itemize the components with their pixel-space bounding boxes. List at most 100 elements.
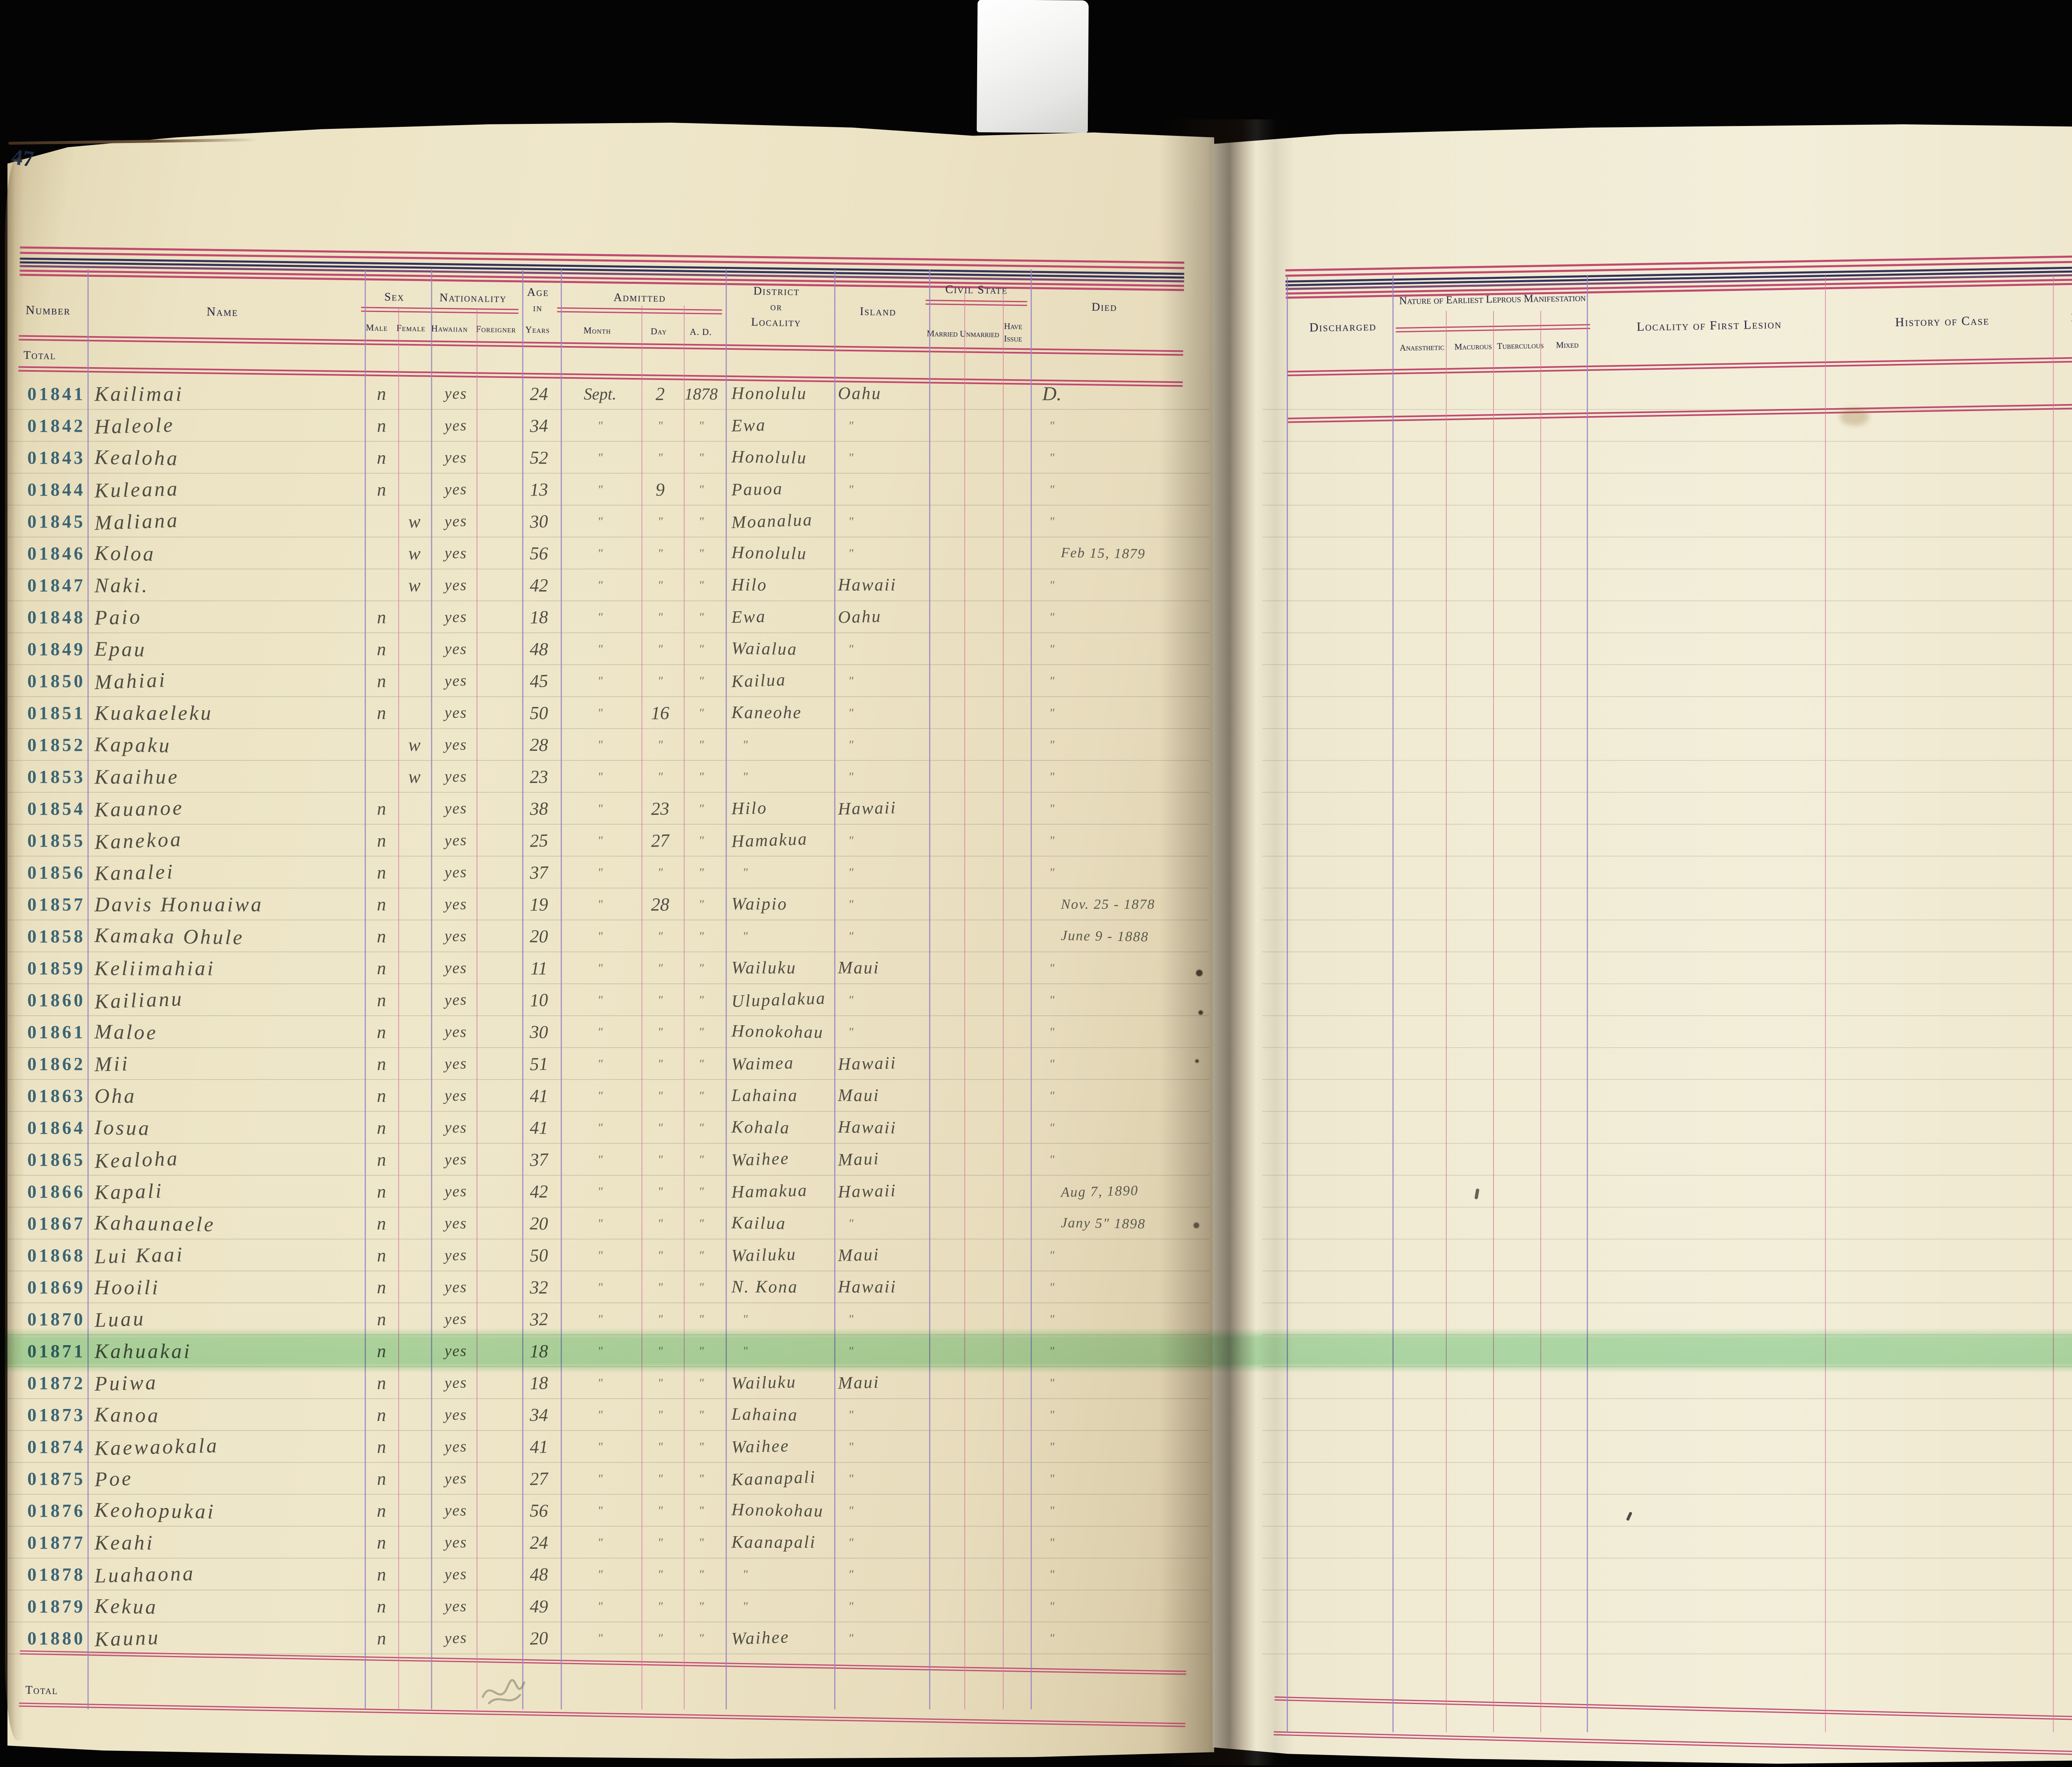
cell-locality: Honolulu [731,447,808,468]
cell-age: 28 [530,734,548,755]
cell-sex-mark: w [408,543,421,564]
cell-island: Maui [838,1372,880,1393]
cell-age: 49 [530,1596,548,1617]
register-row: 01878 Luahaona n yes 48 " " " " " " [7,1559,1209,1590]
cell-sex-mark: n [376,479,387,500]
cell-died: " [1049,866,1055,879]
total-label-bottom-left: Total [25,1683,58,1697]
cell-nationality: yes [444,448,467,467]
cell-number: 01852 [27,735,85,755]
column-rule [431,269,432,1709]
cell-nationality: yes [444,736,467,754]
cell-locality: Hilo [731,798,768,819]
cell-name: Kealoha [94,445,179,470]
register-row: 01851 Kuakaeleku n yes 50 " 16 " Kaneohe " " [7,697,1209,729]
col-district-2: or [770,300,783,313]
cell-died: " [1049,1600,1055,1613]
cell-age: 41 [530,1086,548,1106]
cell-year: 1878 [685,385,718,403]
cell-number: 01858 [27,926,85,946]
header-rule-band-right [1285,249,2072,271]
register-row: 01865 Kealoha n yes 37 " " " Waihee Maui " [7,1144,1209,1176]
cell-year: " [698,547,704,560]
cell-age: 19 [530,894,548,915]
cell-died: Feb 15, 1879 [1060,545,1146,562]
register-row: 01864 Iosua n yes 41 " " " Kohala Hawaii " [7,1112,1209,1144]
cell-year: " [698,1121,704,1135]
cell-name: Mahiai [94,668,167,694]
cell-year: " [698,451,704,465]
register-row: 01849 Epau n yes 48 " " " Waialua " " [7,633,1209,665]
register-row: 01871 Kahuakai n yes 18 " " " " " " [7,1335,1209,1367]
cell-nationality: yes [444,416,467,435]
register-row: 01880 Kaunu n yes 20 " " " Waihee " " [7,1622,1209,1654]
cell-name: Maliana [94,508,180,535]
register-row: 01859 Keliimahiai n yes 11 " " " Wailuku Maui " [7,952,1209,984]
cell-nationality: yes [444,1597,467,1615]
cell-died: Aug 7, 1890 [1060,1183,1139,1201]
cell-age: 50 [529,1245,549,1266]
cell-locality: Honolulu [731,384,807,403]
cell-age: 37 [529,1149,549,1170]
cell-name: Kealoha [94,1146,180,1173]
col-unmarried: Unmarried [959,329,1000,339]
cell-year: " [698,961,704,975]
cell-day: 9 [655,479,665,500]
cell-day: " [657,1408,663,1422]
cell-died: " [1049,483,1055,496]
cell-age: 18 [529,607,549,628]
cell-year: " [698,1025,704,1039]
col-ad: A. D. [690,326,712,337]
column-rule [87,269,89,1709]
cell-age: 23 [530,767,548,787]
cell-month: " [597,1536,603,1549]
cell-number: 01856 [27,862,85,883]
register-row: 01853 Kaaihue w yes 23 " " " " " " [7,761,1209,793]
register-row: 01844 Kuleana n yes 13 " 9 " Pauoa " " [7,474,1209,506]
cell-month: " [597,579,603,592]
cell-age: 10 [529,990,549,1011]
bookmark-tab [976,0,1089,133]
cell-nationality: yes [444,1565,467,1583]
cell-number: 01869 [27,1277,85,1297]
cell-year: " [698,1280,704,1294]
cell-died: " [1049,738,1055,752]
cell-month: " [597,961,603,975]
column-rule [684,305,685,1709]
cell-island: " [848,738,854,752]
col-age-2: in [533,301,543,314]
register-row: 01845 Maliana w yes 30 " " " Moanalua " " [7,506,1209,537]
cell-name: Kaaihue [94,765,179,788]
cell-age: 24 [530,1532,548,1553]
cell-age: 13 [529,479,549,500]
cell-day: " [657,419,663,433]
cell-month: " [597,547,603,560]
cell-sex-mark: n [377,1277,386,1297]
cell-year: " [698,1057,704,1071]
cell-locality: Lahaina [731,1086,799,1105]
register-row: 01850 Mahiai n yes 45 " " " Kailua " " [7,665,1209,697]
cell-age: 18 [530,1341,548,1361]
cell-died: " [1049,451,1055,465]
cell-age: 48 [530,639,548,660]
register-row: 01868 Lui Kaai n yes 50 " " " Wailuku Maui " [7,1239,1209,1271]
cell-year: " [698,1440,704,1454]
cell-died: " [1049,1536,1055,1549]
cell-nationality: yes [444,1438,467,1456]
cell-number: 01879 [27,1596,85,1617]
cell-year: " [698,834,704,847]
register-row: 01863 Oha n yes 41 " " " Lahaina Maui " [7,1080,1209,1112]
cell-nationality: yes [444,1087,467,1104]
column-rule [365,269,366,1709]
cell-locality: Kohala [731,1117,791,1138]
cell-died: " [1049,642,1055,656]
cell-month: " [597,1153,603,1167]
cell-died: " [1049,1504,1055,1518]
cell-sex-mark: w [408,767,421,787]
cell-day: " [657,738,663,752]
cell-island: " [848,866,854,879]
footer-rule-lower [19,1702,1186,1724]
cell-nationality: yes [444,959,467,977]
cell-locality: " [742,1600,748,1613]
cell-nationality: yes [444,1501,467,1520]
